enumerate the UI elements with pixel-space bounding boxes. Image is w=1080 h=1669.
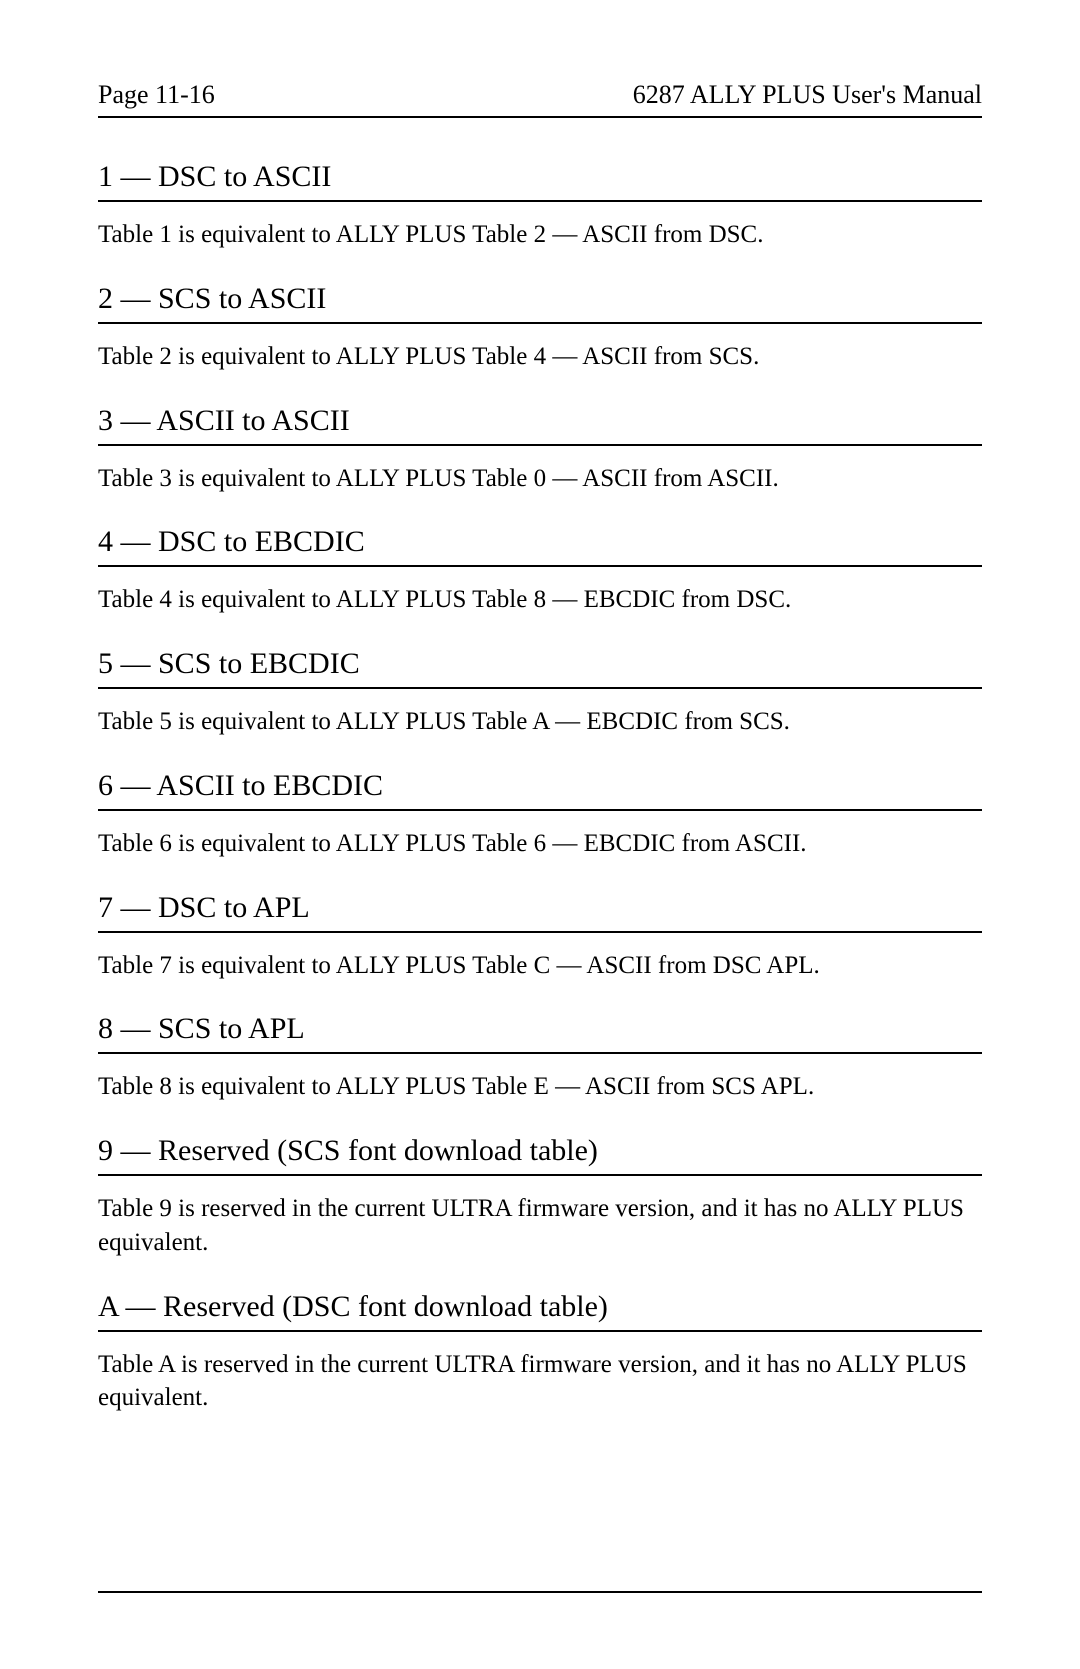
section-3: 3 — ASCII to ASCII Table 3 is equivalent…: [98, 404, 982, 496]
page-header: Page 11-16 6287 ALLY PLUS User's Manual: [98, 80, 982, 118]
section-heading: 4 — DSC to EBCDIC: [98, 525, 982, 567]
section-heading: 2 — SCS to ASCII: [98, 282, 982, 324]
section-body: Table 1 is equivalent to ALLY PLUS Table…: [98, 218, 982, 252]
section-body: Table A is reserved in the current ULTRA…: [98, 1348, 982, 1416]
section-heading: 3 — ASCII to ASCII: [98, 404, 982, 446]
section-body: Table 4 is equivalent to ALLY PLUS Table…: [98, 583, 982, 617]
section-heading: 9 — Reserved (SCS font download table): [98, 1134, 982, 1176]
section-body: Table 6 is equivalent to ALLY PLUS Table…: [98, 827, 982, 861]
section-heading: 7 — DSC to APL: [98, 891, 982, 933]
page-number: Page 11-16: [98, 80, 215, 110]
section-body: Table 9 is reserved in the current ULTRA…: [98, 1192, 982, 1260]
section-heading: 8 — SCS to APL: [98, 1012, 982, 1054]
section-body: Table 8 is equivalent to ALLY PLUS Table…: [98, 1070, 982, 1104]
section-heading: A — Reserved (DSC font download table): [98, 1290, 982, 1332]
section-9: 9 — Reserved (SCS font download table) T…: [98, 1134, 982, 1260]
section-body: Table 7 is equivalent to ALLY PLUS Table…: [98, 949, 982, 983]
section-5: 5 — SCS to EBCDIC Table 5 is equivalent …: [98, 647, 982, 739]
section-heading: 6 — ASCII to EBCDIC: [98, 769, 982, 811]
section-body: Table 5 is equivalent to ALLY PLUS Table…: [98, 705, 982, 739]
page-footer-rule: [98, 1591, 982, 1593]
section-2: 2 — SCS to ASCII Table 2 is equivalent t…: [98, 282, 982, 374]
section-body: Table 2 is equivalent to ALLY PLUS Table…: [98, 340, 982, 374]
section-heading: 5 — SCS to EBCDIC: [98, 647, 982, 689]
section-a: A — Reserved (DSC font download table) T…: [98, 1290, 982, 1416]
section-7: 7 — DSC to APL Table 7 is equivalent to …: [98, 891, 982, 983]
section-1: 1 — DSC to ASCII Table 1 is equivalent t…: [98, 160, 982, 252]
section-6: 6 — ASCII to EBCDIC Table 6 is equivalen…: [98, 769, 982, 861]
section-heading: 1 — DSC to ASCII: [98, 160, 982, 202]
manual-title: 6287 ALLY PLUS User's Manual: [633, 80, 982, 110]
section-8: 8 — SCS to APL Table 8 is equivalent to …: [98, 1012, 982, 1104]
section-body: Table 3 is equivalent to ALLY PLUS Table…: [98, 462, 982, 496]
section-4: 4 — DSC to EBCDIC Table 4 is equivalent …: [98, 525, 982, 617]
